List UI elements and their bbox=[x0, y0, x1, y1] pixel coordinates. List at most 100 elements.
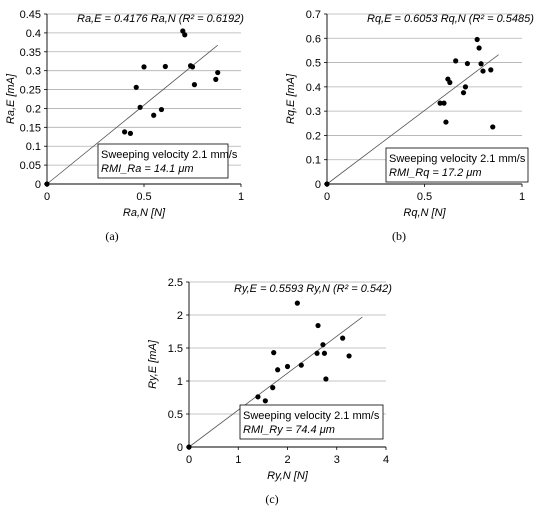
data-point bbox=[215, 69, 221, 76]
x-tick-label: 1 bbox=[519, 191, 525, 203]
annotation-line: RMI_Ry = 74.4 μm bbox=[243, 424, 335, 436]
x-tick-label: 4 bbox=[383, 454, 389, 466]
y-tick-label: 0 bbox=[35, 179, 41, 191]
panel-caption: (a) bbox=[105, 229, 118, 243]
y-axis-label: Ra,E [mA] bbox=[5, 73, 17, 124]
data-point bbox=[255, 394, 261, 400]
x-tick-label: 1 bbox=[235, 454, 241, 466]
y-tick-label: 1 bbox=[177, 376, 183, 388]
data-point bbox=[480, 68, 486, 74]
data-point bbox=[294, 300, 300, 306]
y-tick-label: 0.7 bbox=[306, 9, 321, 21]
y-tick-label: 0 bbox=[315, 179, 321, 191]
data-point bbox=[137, 104, 143, 110]
x-tick-label: 2 bbox=[284, 454, 290, 466]
data-point bbox=[141, 64, 147, 70]
x-axis-label: Rq,N [N] bbox=[403, 207, 446, 219]
fit-line bbox=[46, 44, 218, 185]
data-point bbox=[437, 100, 443, 106]
y-tick-label: 0.1 bbox=[26, 141, 41, 153]
data-point bbox=[298, 362, 304, 368]
data-point-origin bbox=[44, 181, 50, 187]
x-tick-label: 0.5 bbox=[417, 191, 432, 203]
x-tick-label: 0 bbox=[186, 454, 192, 466]
chart-panel-1: 0 0.1 0.2 0.3 0.4 0.5 0.6 0.7 0 0.5 1 Rq,E = 0.6053… bbox=[285, 9, 534, 243]
y-tick-label: 2 bbox=[177, 310, 183, 322]
data-point bbox=[189, 64, 196, 70]
data-point bbox=[346, 353, 352, 359]
fit-equation: Ry,E = 0.5593 Ry,N (R² = 0.542) bbox=[234, 283, 392, 295]
data-point bbox=[127, 130, 134, 136]
annotation-line: Sweeping velocity 2.1 mm/s bbox=[389, 153, 526, 165]
y-tick-label: 0.45 bbox=[20, 9, 41, 21]
data-point bbox=[478, 61, 484, 67]
data-point bbox=[158, 106, 165, 113]
data-point bbox=[122, 129, 128, 135]
data-point bbox=[262, 398, 268, 404]
annotation-line: RMI_Rq = 17.2 μm bbox=[389, 167, 482, 179]
y-tick-label: 0.15 bbox=[20, 122, 41, 134]
data-point bbox=[443, 119, 449, 125]
data-point bbox=[460, 90, 467, 96]
x-tick-label: 3 bbox=[334, 454, 340, 466]
y-tick-label: 0.35 bbox=[20, 47, 41, 59]
y-tick-label: 0.6 bbox=[306, 33, 321, 45]
data-point bbox=[474, 36, 480, 43]
x-axis-label: Ra,N [N] bbox=[123, 207, 166, 219]
y-tick-label: 0.3 bbox=[26, 66, 41, 78]
y-tick-label: 0.3 bbox=[306, 106, 321, 118]
y-tick-label: 0 bbox=[177, 442, 183, 454]
fit-equation: Rq,E = 0.6053 Rq,N (R² = 0.5485) bbox=[367, 13, 534, 25]
annotation-line: RMI_Ra = 14.1 μm bbox=[101, 163, 194, 175]
y-tick-label: 2.5 bbox=[168, 277, 183, 289]
y-tick-label: 0.4 bbox=[26, 28, 41, 40]
data-point-origin bbox=[186, 444, 192, 450]
fit-equation: Ra,E = 0.4176 Ra,N (R² = 0.6192) bbox=[77, 13, 244, 25]
y-tick-label: 0.1 bbox=[306, 155, 321, 167]
data-point bbox=[488, 67, 494, 73]
x-tick-label: 0.5 bbox=[136, 191, 151, 203]
data-point bbox=[447, 79, 453, 86]
y-axis-label: Rq,E [mA] bbox=[285, 73, 297, 124]
data-point bbox=[453, 58, 459, 64]
data-point bbox=[284, 363, 291, 370]
chart-panel-2: 0 0.5 1 1.5 2 2.5 0 1 2 3 4 Ry,E = 0.5593 Ry,N (R² … bbox=[147, 277, 392, 506]
data-point bbox=[490, 124, 496, 130]
data-point bbox=[315, 322, 321, 329]
y-tick-label: 0.2 bbox=[306, 130, 321, 142]
y-tick-label: 0.2 bbox=[26, 103, 41, 115]
x-tick-label: 0 bbox=[44, 191, 50, 203]
annotation-box bbox=[239, 404, 384, 440]
data-point bbox=[340, 335, 346, 341]
data-point bbox=[191, 82, 198, 88]
panel-caption: (c) bbox=[265, 492, 278, 506]
y-tick-label: 0.4 bbox=[306, 82, 321, 94]
y-axis-label: Ry,E [mA] bbox=[147, 339, 159, 389]
panel-caption: (b) bbox=[392, 229, 406, 243]
y-tick-label: 0.5 bbox=[306, 58, 321, 70]
data-point bbox=[213, 76, 219, 82]
annotation-box bbox=[97, 143, 229, 179]
fit-line bbox=[188, 316, 363, 448]
y-tick-label: 0.25 bbox=[20, 85, 41, 97]
y-tick-label: 0.05 bbox=[20, 160, 41, 172]
annotation-line: Sweeping velocity 2.1 mm/s bbox=[101, 149, 238, 161]
data-point bbox=[441, 100, 447, 106]
x-tick-label: 1 bbox=[238, 191, 244, 203]
data-point bbox=[476, 45, 482, 51]
fit-line bbox=[326, 54, 499, 185]
annotation-line: Sweeping velocity 2.1 mm/s bbox=[243, 410, 380, 422]
data-point-origin bbox=[324, 181, 330, 187]
data-point bbox=[182, 32, 188, 38]
data-point bbox=[275, 367, 281, 373]
data-point bbox=[162, 63, 168, 70]
x-tick-label: 0 bbox=[324, 191, 330, 203]
data-point bbox=[320, 342, 326, 348]
data-point bbox=[314, 350, 320, 356]
data-point bbox=[462, 84, 469, 90]
data-point bbox=[271, 350, 277, 356]
data-point bbox=[133, 84, 139, 90]
data-point bbox=[270, 385, 276, 391]
y-tick-label: 1.5 bbox=[168, 343, 183, 355]
